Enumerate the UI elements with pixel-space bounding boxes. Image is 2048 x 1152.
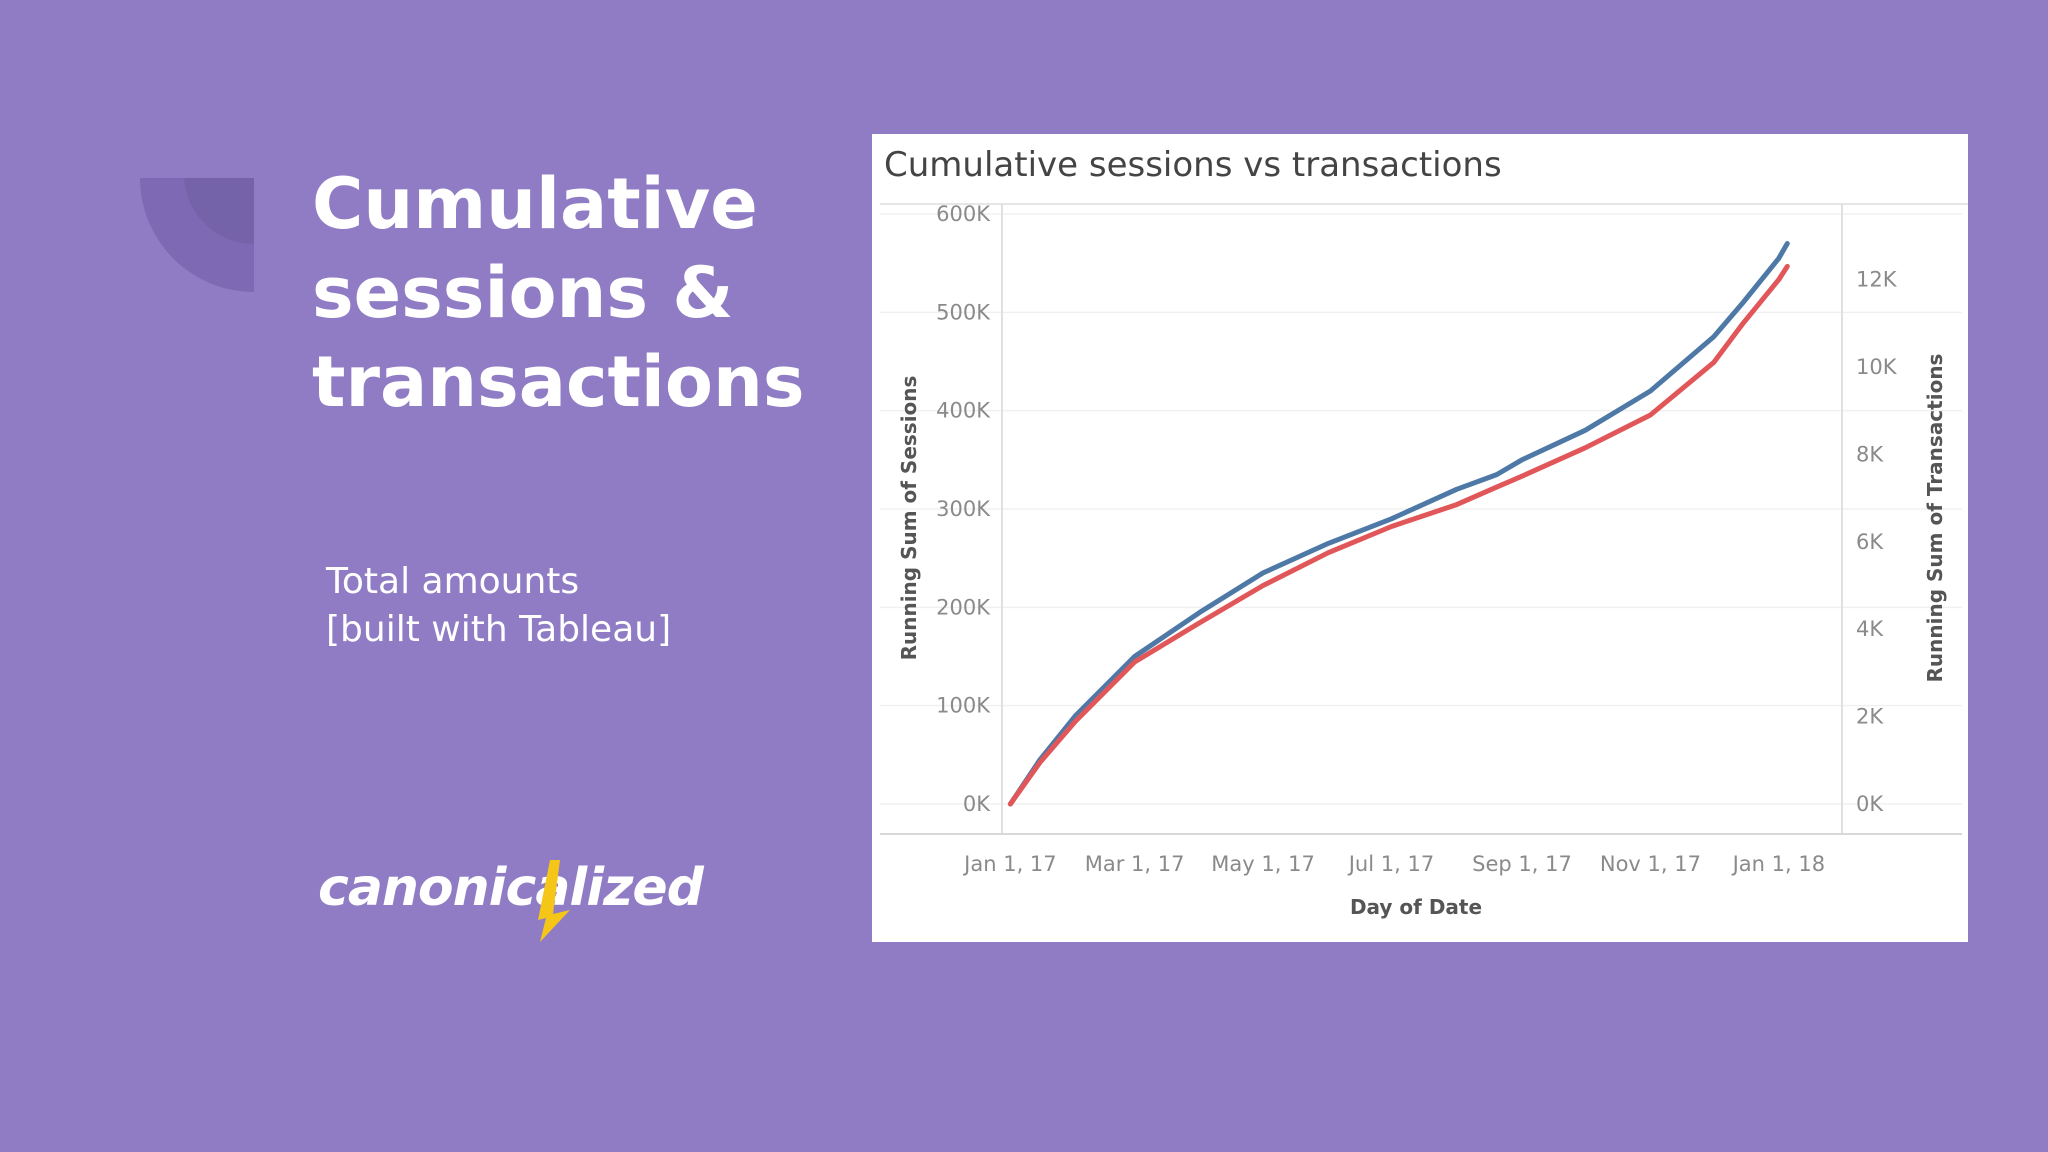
- y-tick-label: 0K: [963, 792, 991, 816]
- x-axis-label: Day of Date: [1350, 895, 1482, 919]
- y-tick-label: 200K: [936, 595, 991, 619]
- x-tick-label: Sep 1, 17: [1472, 852, 1572, 876]
- decorative-arc-shape: [140, 178, 254, 292]
- y-tick-label: 100K: [936, 694, 991, 718]
- chart-title: Cumulative sessions vs transactions: [884, 145, 1502, 185]
- sessions-series-line: [1007, 241, 1790, 807]
- slide-title-line-2: sessions &: [312, 252, 734, 334]
- y-axis-label: Running Sum of Sessions: [897, 376, 921, 661]
- y-tick-label: 600K: [936, 202, 991, 226]
- y-tick-label: 400K: [936, 399, 991, 423]
- y2-tick-label: 12K: [1856, 268, 1898, 292]
- left-axis-ticks: 0K 100K 200K 300K 400K 500K 600K: [936, 202, 991, 816]
- x-tick-label: Jul 1, 17: [1347, 852, 1434, 876]
- y2-tick-label: 10K: [1856, 355, 1898, 379]
- y2-tick-label: 6K: [1856, 530, 1884, 554]
- grid-lines: [880, 213, 1962, 805]
- y2-tick-label: 4K: [1856, 617, 1884, 641]
- x-tick-label: Mar 1, 17: [1085, 852, 1185, 876]
- canonicalized-logo: canonicalized: [318, 858, 704, 942]
- x-tick-label: Nov 1, 17: [1600, 852, 1701, 876]
- logo-lightning-icon: [538, 860, 570, 942]
- y2-tick-label: 2K: [1856, 705, 1884, 729]
- x-axis-ticks: Jan 1, 17 Mar 1, 17 May 1, 17 Jul 1, 17 Sep …: [962, 852, 1825, 876]
- logo-wordmark: canonicalized: [318, 858, 704, 918]
- right-axis-ticks: 0K 2K 4K 6K 8K 10K 12K: [1856, 268, 1898, 816]
- slide-subtitle-line-1: Total amounts: [326, 561, 580, 602]
- slide-title-line-3: transactions: [312, 341, 805, 423]
- transactions-series-line: [1007, 263, 1790, 807]
- y2-tick-label: 8K: [1856, 442, 1884, 466]
- x-tick-label: Jan 1, 18: [1731, 852, 1825, 876]
- y2-axis-label: Running Sum of Transactions: [1923, 354, 1947, 683]
- slide-subtitle: Total amounts [built with Tableau]: [326, 558, 671, 654]
- slide-subtitle-line-2: [built with Tableau]: [326, 609, 672, 650]
- x-tick-label: May 1, 17: [1211, 852, 1315, 876]
- slide-title: Cumulative sessions & transactions: [312, 160, 805, 427]
- y-tick-label: 500K: [936, 300, 991, 324]
- chart-svg: Cumulative sessions vs transactions 0K 10…: [880, 145, 1968, 919]
- x-tick-label: Jan 1, 17: [962, 852, 1056, 876]
- y-tick-label: 300K: [936, 497, 991, 521]
- y2-tick-label: 0K: [1856, 792, 1884, 816]
- slide-title-line-1: Cumulative: [312, 163, 758, 245]
- chart-panel: Cumulative sessions vs transactions 0K 10…: [872, 134, 1968, 942]
- series-lines: [1007, 241, 1790, 807]
